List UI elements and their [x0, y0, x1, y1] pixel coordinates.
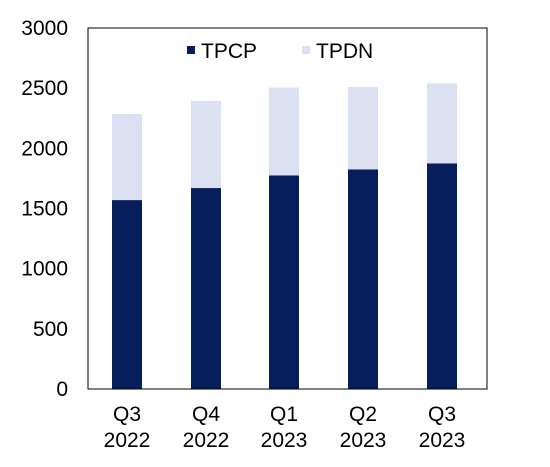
x-tick-label: Q1 — [270, 403, 298, 426]
y-tick-label: 1500 — [21, 198, 68, 221]
x-axis: Q3 2022 Q4 2022 Q1 2023 Q2 2023 Q3 2023 — [104, 403, 466, 452]
bar-tpdn-1 — [112, 114, 142, 201]
legend: TPCP TPDN — [187, 40, 373, 63]
y-tick-label: 3000 — [21, 17, 68, 40]
x-tick-label: 2022 — [183, 429, 230, 452]
legend-label-tpcp: TPCP — [201, 40, 257, 63]
y-tick-label: 0 — [56, 378, 68, 401]
bar-tpdn-4 — [348, 86, 378, 170]
x-tick-label: Q2 — [349, 403, 377, 426]
x-tick-label: 2022 — [104, 429, 151, 452]
y-tick-label: 1000 — [21, 258, 68, 281]
bar-tpdn-2 — [191, 100, 221, 189]
y-axis: 0 500 1000 1500 2000 2500 3000 — [21, 17, 68, 401]
x-tick-label: Q4 — [192, 403, 220, 426]
bar-tpdn-5 — [427, 83, 457, 164]
legend-swatch-tpcp — [187, 46, 195, 54]
x-tick-label: 2023 — [261, 429, 308, 452]
x-tick-label: Q3 — [428, 403, 456, 426]
y-tick-label: 500 — [33, 318, 68, 341]
x-tick-label: 2023 — [340, 429, 387, 452]
x-tick-label: Q3 — [113, 403, 141, 426]
bar-tpcp-5 — [427, 163, 457, 389]
bars-group — [112, 83, 457, 389]
bar-tpcp-2 — [191, 188, 221, 389]
bar-tpcp-1 — [112, 200, 142, 389]
x-tick-label: 2023 — [419, 429, 466, 452]
legend-swatch-tpdn — [302, 46, 310, 54]
bar-tpdn-3 — [269, 87, 299, 176]
plot-frame — [87, 27, 488, 390]
y-tick-label: 2500 — [21, 77, 68, 100]
bar-tpcp-4 — [348, 169, 378, 389]
legend-label-tpdn: TPDN — [316, 40, 373, 63]
y-tick-label: 2000 — [21, 137, 68, 160]
bar-tpcp-3 — [269, 175, 299, 389]
